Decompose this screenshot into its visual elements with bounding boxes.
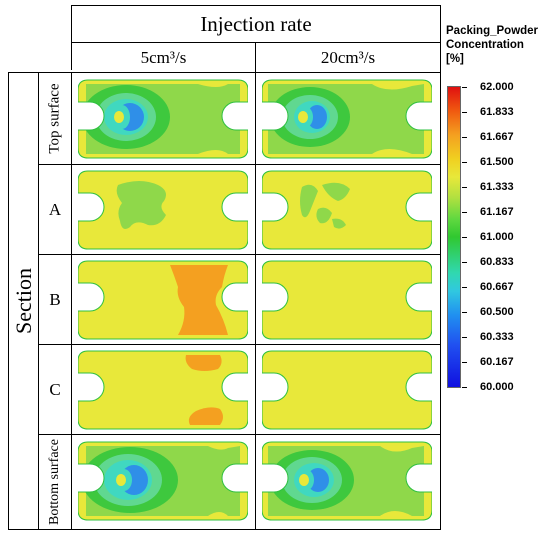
contour-a-20 <box>262 170 432 250</box>
legend-title-line2: Concentration <box>446 39 524 51</box>
row-label-bottom-surface: Bottom surface <box>47 439 63 525</box>
legend-tick-label: 61.667 <box>480 131 514 143</box>
legend-tick-mark <box>462 187 467 188</box>
injection-rate-header: Injection rate <box>200 11 312 36</box>
legend-tick-label: 61.000 <box>480 231 514 243</box>
contour-b-20 <box>262 260 432 340</box>
legend-title-line1: Packing_Powder <box>446 25 539 37</box>
legend-tick-mark <box>462 212 467 213</box>
section-label: Section <box>10 268 36 334</box>
legend-tick-mark <box>462 137 467 138</box>
legend-tick-mark <box>462 337 467 338</box>
row-label-top-surface: Top surface <box>46 83 63 154</box>
legend-tick-mark <box>462 162 467 163</box>
contour-c-20 <box>262 350 432 430</box>
contour-c-5 <box>78 350 248 430</box>
row-label-b: B <box>49 289 61 309</box>
contour-b-5 <box>78 260 248 340</box>
legend-tick-mark <box>462 387 467 388</box>
legend-tick-mark <box>462 237 467 238</box>
legend-tick-label: 61.500 <box>480 156 514 168</box>
legend-title-line3: [%] <box>446 53 464 65</box>
column-header-5: 5cm³/s <box>140 47 187 67</box>
legend-tick-label: 61.167 <box>480 206 514 218</box>
legend-tick-label: 60.833 <box>480 256 514 268</box>
contour-top-surface-20 <box>262 79 432 159</box>
contour-a-5 <box>78 170 248 250</box>
legend-tick-mark <box>462 287 467 288</box>
row-label-c: C <box>49 379 61 399</box>
contour-bottom-surface-5 <box>78 441 248 521</box>
legend-tick-mark <box>462 362 467 363</box>
legend-tick-label: 61.833 <box>480 106 514 118</box>
legend-tick-mark <box>462 262 467 263</box>
legend-tick-label: 60.500 <box>480 306 514 318</box>
legend-tick-mark <box>462 312 467 313</box>
row-label-a: A <box>48 199 62 219</box>
legend-tick-mark <box>462 87 467 88</box>
legend-tick-label: 62.000 <box>480 81 514 93</box>
legend-tick-label: 60.000 <box>480 381 514 393</box>
legend-tick-label: 60.333 <box>480 331 514 343</box>
contour-top-surface-5 <box>78 79 248 159</box>
legend-tick-label: 61.333 <box>480 181 514 193</box>
legend-tick-label: 60.167 <box>480 356 514 368</box>
legend-tick-label: 60.667 <box>480 281 514 293</box>
column-header-20: 20cm³/s <box>320 47 376 67</box>
legend-tick-mark <box>462 112 467 113</box>
contour-bottom-surface-20 <box>262 441 432 521</box>
legend-color-bar <box>447 86 461 388</box>
